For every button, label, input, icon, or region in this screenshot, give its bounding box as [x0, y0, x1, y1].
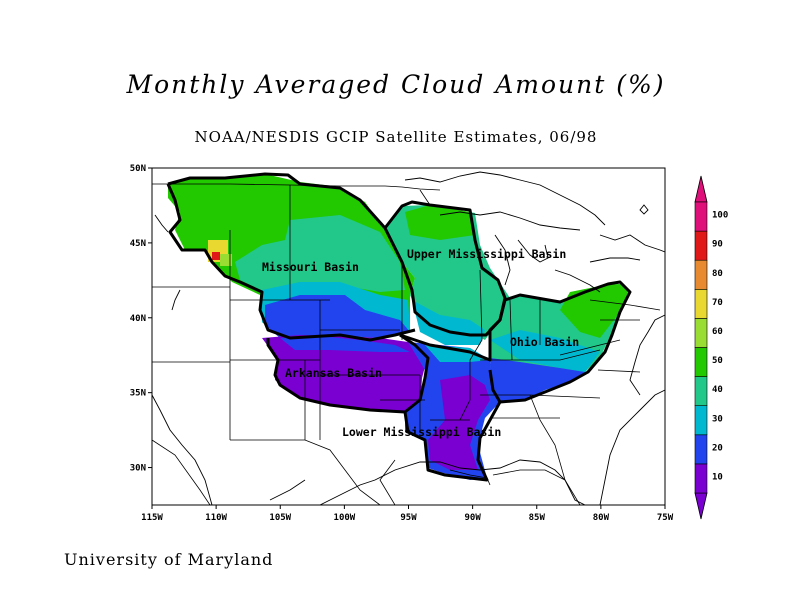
colorbar-swatch	[694, 376, 708, 407]
colorbar-label: 100	[712, 211, 728, 221]
map-subtitle: NOAA/NESDIS GCIP Satellite Estimates, 06…	[194, 128, 598, 146]
y-tick-label: 50N	[130, 164, 146, 174]
x-tick-label: 100W	[334, 513, 356, 523]
y-axis: 30N 35N 40N 45N 50N	[130, 164, 152, 474]
x-tick-label: 75W	[657, 513, 674, 523]
cloud-field-ohio	[490, 284, 628, 402]
x-tick-label: 85W	[529, 513, 546, 523]
colorbar-swatch	[694, 318, 708, 348]
colorbar-label: 30	[712, 414, 723, 424]
small-island	[639, 204, 649, 215]
colorbar-label: 10	[712, 472, 723, 482]
x-tick-label: 95W	[400, 513, 417, 523]
basin-outlines	[166, 172, 632, 482]
colorbar-label: 70	[712, 298, 723, 308]
colorbar-bottom-cap	[694, 492, 708, 520]
colorbar-label: 80	[712, 269, 723, 279]
colorbar-swatch	[694, 463, 708, 494]
y-tick-label: 30N	[130, 464, 146, 474]
x-tick-label: 90W	[464, 513, 481, 523]
boundary-lines	[152, 183, 661, 505]
colorbar-swatch	[694, 288, 708, 319]
cloud-field-lower-mississippi	[405, 342, 500, 480]
colorbar-swatch	[694, 201, 708, 232]
colorbar-label: 20	[712, 443, 723, 453]
map-title: Monthly Averaged Cloud Amount (%)	[126, 70, 666, 99]
cloud-field-arkansas	[262, 335, 428, 412]
x-tick-label: 115W	[141, 513, 163, 523]
basin-label: Arkansas Basin	[285, 366, 382, 380]
colorbar-swatch	[694, 347, 708, 377]
y-tick-label: 35N	[130, 389, 146, 399]
y-tick-label: 40N	[130, 314, 146, 324]
x-tick-label: 105W	[269, 513, 291, 523]
colorbar-swatch	[694, 434, 708, 465]
x-axis: 115W 110W 105W 100W 95W 90W 85W 80W 75W	[141, 505, 674, 523]
colorbar-swatch	[694, 230, 708, 261]
basin-label: Ohio Basin	[510, 335, 579, 349]
footer-credit: University of Maryland	[64, 550, 274, 569]
colorbar-swatch	[694, 405, 708, 436]
y-tick-label: 45N	[130, 239, 146, 249]
colorbar-label: 60	[712, 327, 723, 337]
coastlines	[152, 171, 665, 505]
x-tick-label: 110W	[205, 513, 227, 523]
colorbar-label: 50	[712, 356, 723, 366]
colorbar-label: 90	[712, 240, 723, 250]
map-plot-area: Missouri Basin Upper Mississippi Basin O…	[152, 171, 665, 505]
colorbar-label: 40	[712, 385, 723, 395]
cloud-field-missouri	[168, 174, 415, 338]
colorbar: 10 20 30 40 50 60 70 80 90 100	[694, 175, 728, 520]
basin-labels: Missouri Basin Upper Mississippi Basin O…	[262, 247, 579, 439]
basin-label: Lower Mississippi Basin	[342, 425, 501, 439]
x-tick-label: 80W	[593, 513, 610, 523]
basin-label: Missouri Basin	[262, 260, 359, 274]
colorbar-swatch	[694, 259, 708, 290]
basin-label: Upper Mississippi Basin	[407, 247, 566, 261]
colorbar-top-cap	[694, 175, 708, 203]
